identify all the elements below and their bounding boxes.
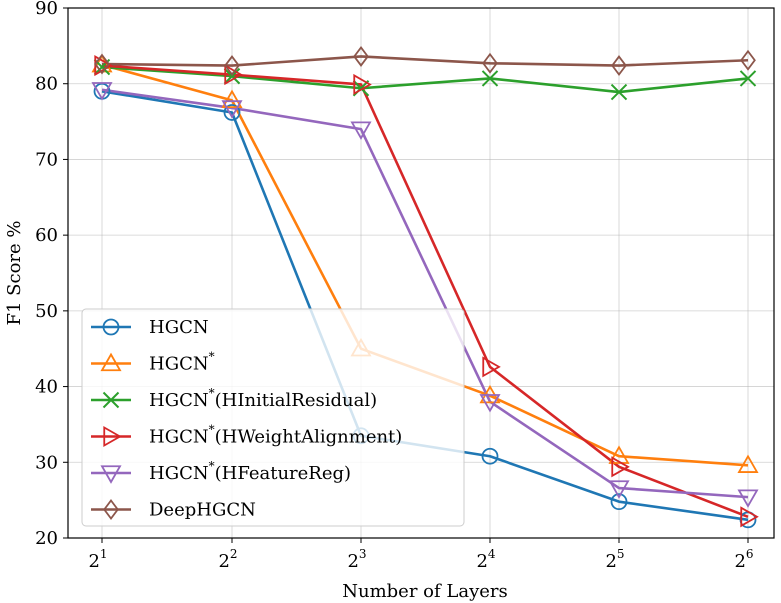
legend-label-superscript: * [209,423,215,437]
x-tick-exponent: 4 [488,547,496,561]
legend-entry: HGCN*(HInitialResidual) [91,386,377,411]
data-point-5-3 [482,52,498,74]
legend-entry: HGCN*(HWeightAlignment) [91,423,402,448]
legend-label-superscript: * [209,350,215,364]
x-axis-label: Number of Layers [342,581,507,602]
x-tick-base: 2 [476,551,487,572]
legend-marker-swatch [103,425,122,448]
legend-marker-swatch [103,499,119,520]
y-tick-label: 40 [35,377,58,398]
legend-label-name: HGCN [149,463,209,484]
legend-label-suffix: (HWeightAlignment) [215,427,403,448]
x-tick-label: 22 [218,547,237,572]
x-axis-ticks: 21 22 23 24 25 26 [88,538,754,572]
data-point-3-5 [740,506,759,528]
data-point-1-4 [608,445,630,464]
data-point-2-5 [739,70,757,87]
data-point-0-3 [481,447,499,465]
data-point-1-5 [737,454,759,473]
y-axis-label: F1 Score % [4,221,25,326]
x-tick-label: 21 [88,547,107,572]
x-tick-exponent: 6 [746,547,754,561]
legend-marker-swatch [102,391,120,409]
legend-entry: HGCN [91,317,209,338]
x-tick-exponent: 1 [100,547,108,561]
y-tick-label: 30 [35,452,58,473]
data-point-5-2 [353,45,369,67]
x-tick-label: 26 [734,547,753,572]
legend-marker-swatch [102,318,120,336]
legend-label-name: HGCN [149,427,209,448]
x-tick-exponent: 5 [617,547,625,561]
y-tick-label: 90 [35,0,58,19]
data-point-0-1 [223,104,241,121]
legend-label-name: DeepHGCN [149,500,256,521]
y-tick-label: 20 [35,528,58,549]
legend-label-name: HGCN [149,390,209,411]
y-tick-label: 80 [35,74,58,95]
legend-label-superscript: * [209,459,215,473]
y-tick-label: 60 [35,225,58,246]
legend-marker-swatch [100,465,122,484]
data-point-5-5 [740,49,756,71]
x-tick-base: 2 [347,551,358,572]
data-point-3-2 [353,73,372,96]
data-point-0-4 [610,493,628,511]
series-markers [91,45,759,529]
x-tick-exponent: 3 [359,547,367,561]
plot-frame [67,7,775,539]
series-line-2 [101,65,749,94]
legend: HGCNHGCN*HGCN*(HInitialResidual)HGCN*(HW… [81,308,465,527]
legend-label-suffix: (HInitialResidual) [215,390,377,411]
x-tick-label: 25 [605,547,624,572]
data-point-5-0 [94,53,110,75]
data-point-2-4 [610,83,628,101]
data-point-4-2 [350,121,372,140]
legend-label-name: HGCN [149,354,209,375]
legend-label: HGCN* [149,350,215,375]
data-point-4-4 [608,480,630,499]
data-point-4-0 [91,82,113,101]
legend-label-superscript: * [209,386,215,400]
legend-label: HGCN [149,317,209,338]
data-point-3-1 [224,64,243,86]
legend-label: HGCN*(HWeightAlignment) [149,423,402,448]
data-point-4-3 [479,394,501,413]
legend-entry: HGCN*(HFeatureReg) [91,459,351,484]
x-tick-base: 2 [605,551,616,572]
x-tick-base: 2 [88,551,99,572]
series-line-4 [101,88,749,499]
data-point-3-4 [611,456,630,478]
series-line-3 [101,64,749,519]
data-point-4-1 [221,100,243,119]
data-point-5-4 [611,55,627,77]
legend-label-suffix: (HFeatureReg) [215,463,351,484]
legend-label: HGCN*(HFeatureReg) [149,459,351,484]
legend-marker-swatch [100,352,122,372]
series-line-5 [101,55,749,67]
legend-label-name: HGCN [149,317,209,338]
x-tick-exponent: 2 [230,547,238,561]
x-tick-label: 24 [476,547,495,572]
x-tick-base: 2 [734,551,745,572]
data-point-1-1 [221,89,243,109]
legend-entry: HGCN* [91,350,215,375]
y-axis-ticks: 20 30 40 50 60 70 80 90 [35,0,68,549]
data-point-5-1 [224,55,240,77]
legend-box [81,308,465,527]
legend-entry: DeepHGCN [91,499,256,521]
data-point-2-1 [223,67,241,85]
legend-label: HGCN*(HInitialResidual) [149,386,377,411]
y-tick-label: 70 [35,149,58,170]
y-tick-label: 50 [35,301,58,322]
x-tick-label: 23 [347,547,366,572]
data-point-3-3 [482,356,501,378]
x-tick-base: 2 [218,551,229,572]
legend-label: DeepHGCN [149,500,256,521]
data-point-2-3 [481,70,499,87]
data-point-4-5 [737,489,759,508]
